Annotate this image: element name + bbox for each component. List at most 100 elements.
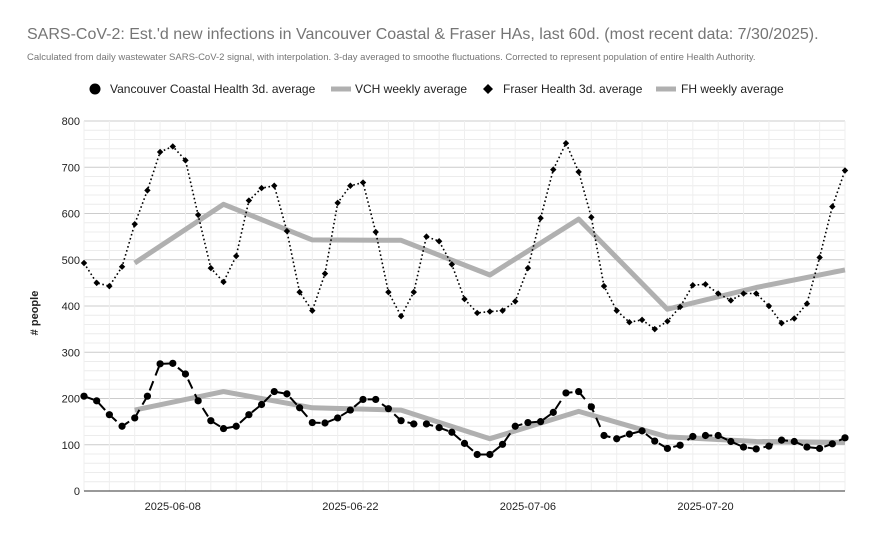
data-point	[169, 143, 176, 150]
data-point	[588, 214, 595, 221]
data-point	[448, 428, 456, 436]
legend-swatch	[89, 83, 101, 95]
legend-label: Fraser Health 3d. average	[503, 82, 643, 96]
data-point	[296, 404, 304, 412]
data-point	[321, 270, 329, 277]
data-point	[181, 370, 190, 378]
y-tick-label: 600	[62, 209, 80, 221]
data-point	[664, 318, 671, 325]
data-point	[257, 400, 266, 409]
data-point	[524, 264, 532, 272]
y-tick-label: 200	[62, 394, 80, 406]
data-point	[562, 389, 570, 397]
data-point	[131, 414, 139, 422]
legend-label: FH weekly average	[681, 82, 784, 96]
data-point	[233, 252, 240, 260]
data-point	[486, 308, 494, 315]
data-point	[384, 405, 392, 413]
data-point	[232, 422, 240, 430]
data-point	[346, 406, 354, 414]
data-point	[156, 148, 164, 156]
legend-label: Vancouver Coastal Health 3d. average	[110, 82, 316, 96]
data-point	[410, 420, 418, 428]
data-point	[701, 431, 710, 440]
y-tick-label: 300	[62, 347, 80, 359]
y-tick-label: 400	[62, 301, 80, 313]
data-point	[359, 395, 367, 404]
data-point	[118, 422, 126, 430]
data-point	[537, 214, 544, 222]
data-point	[219, 424, 228, 433]
data-point	[397, 417, 405, 425]
data-point	[828, 440, 836, 448]
data-point	[207, 264, 215, 272]
data-point	[194, 397, 202, 405]
data-point	[676, 303, 684, 311]
data-point	[106, 282, 113, 290]
data-point	[613, 435, 621, 443]
data-point	[460, 439, 469, 447]
data-point	[143, 392, 152, 400]
data-point	[499, 307, 506, 314]
legend-swatch	[483, 84, 493, 94]
data-point	[689, 432, 697, 441]
data-point	[410, 288, 417, 296]
data-point	[486, 450, 494, 459]
data-point	[727, 437, 735, 446]
data-point	[245, 411, 253, 419]
data-point	[385, 288, 392, 296]
data-point	[651, 325, 658, 333]
data-point	[778, 319, 785, 327]
data-point	[347, 182, 354, 189]
data-point	[638, 316, 646, 324]
data-point	[283, 390, 291, 398]
y-axis-label: # people	[29, 291, 41, 336]
data-point	[790, 437, 798, 446]
data-point	[524, 418, 532, 427]
data-point	[600, 431, 608, 440]
data-point	[498, 440, 507, 448]
data-point	[829, 203, 836, 210]
legend-label: VCH weekly average	[355, 82, 467, 96]
data-point	[156, 360, 164, 368]
data-point	[638, 427, 646, 435]
data-point	[270, 387, 278, 396]
data-point	[651, 437, 659, 445]
data-point	[587, 403, 595, 411]
y-tick-label: 700	[62, 162, 80, 174]
data-point	[816, 254, 823, 261]
data-point	[752, 445, 760, 453]
data-point	[714, 431, 722, 440]
data-point	[131, 220, 138, 228]
legend: Vancouver Coastal Health 3d. average VCH …	[89, 82, 784, 96]
data-point	[841, 167, 849, 174]
data-point	[435, 238, 443, 245]
x-tick-label: 2025-07-20	[677, 501, 733, 513]
data-point	[423, 233, 430, 240]
data-point	[473, 309, 481, 317]
data-point	[296, 288, 303, 296]
data-point	[334, 414, 342, 422]
data-point	[448, 261, 456, 268]
data-point	[575, 168, 582, 176]
data-point	[372, 228, 379, 236]
data-point	[80, 392, 88, 400]
gridlines	[83, 120, 846, 492]
data-point	[359, 179, 367, 186]
y-tick-label: 800	[62, 116, 80, 128]
data-point	[714, 290, 722, 297]
data-point	[613, 307, 620, 314]
data-point	[93, 279, 100, 287]
data-point	[702, 281, 709, 288]
data-point	[727, 297, 735, 304]
data-point	[118, 263, 126, 270]
data-point	[308, 418, 316, 427]
y-tick-label: 500	[62, 255, 80, 267]
data-point	[549, 408, 557, 416]
x-tick-label: 2025-06-22	[322, 501, 378, 513]
data-point	[334, 199, 341, 207]
data-point	[803, 443, 811, 451]
data-point	[626, 318, 633, 326]
data-point	[245, 197, 253, 204]
